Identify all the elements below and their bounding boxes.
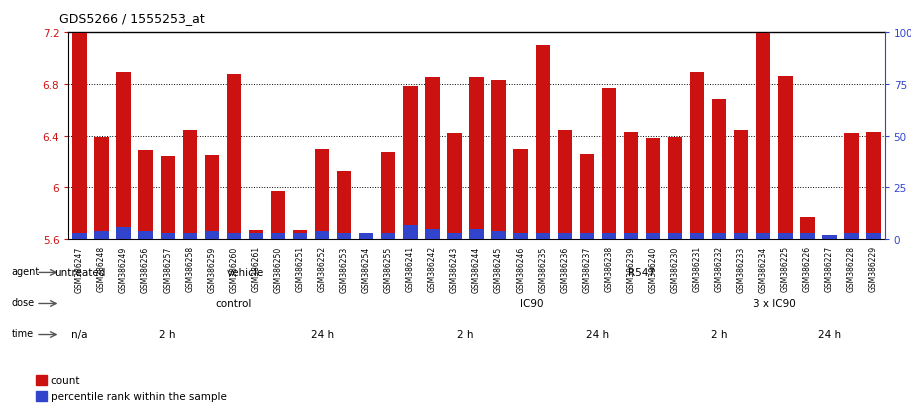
Bar bbox=[513, 233, 527, 240]
Text: 2 h: 2 h bbox=[711, 329, 727, 339]
Bar bbox=[491, 231, 506, 240]
Text: 24 h: 24 h bbox=[586, 329, 609, 339]
Bar bbox=[204, 156, 219, 240]
Bar bbox=[535, 233, 549, 240]
Bar bbox=[645, 233, 660, 240]
Bar bbox=[94, 231, 108, 240]
Bar bbox=[822, 235, 835, 240]
Text: n/a: n/a bbox=[71, 329, 87, 339]
Bar bbox=[755, 34, 770, 240]
Text: control: control bbox=[215, 298, 251, 308]
Bar bbox=[271, 233, 285, 240]
Bar bbox=[579, 233, 593, 240]
Bar bbox=[667, 233, 681, 240]
Bar bbox=[513, 149, 527, 240]
Text: time: time bbox=[12, 328, 34, 339]
Bar bbox=[292, 230, 307, 240]
Bar bbox=[182, 233, 197, 240]
Bar bbox=[623, 133, 638, 240]
Bar bbox=[72, 34, 87, 240]
Bar bbox=[94, 138, 108, 240]
Bar bbox=[425, 229, 439, 240]
Bar bbox=[777, 233, 792, 240]
Bar bbox=[227, 74, 241, 240]
Text: 2 h: 2 h bbox=[159, 329, 176, 339]
Bar bbox=[160, 157, 175, 240]
Bar bbox=[601, 88, 615, 240]
Bar bbox=[601, 233, 615, 240]
Bar bbox=[446, 134, 461, 240]
Bar bbox=[138, 150, 153, 240]
Bar bbox=[249, 233, 262, 240]
Bar bbox=[249, 230, 262, 240]
Bar bbox=[844, 233, 858, 240]
Bar bbox=[117, 227, 130, 240]
Bar bbox=[557, 233, 571, 240]
Bar bbox=[844, 134, 858, 240]
Bar bbox=[491, 81, 506, 240]
Text: R547: R547 bbox=[628, 267, 655, 277]
Text: untreated: untreated bbox=[54, 267, 105, 277]
Text: IC90: IC90 bbox=[519, 298, 543, 308]
Bar bbox=[733, 131, 748, 240]
Bar bbox=[117, 73, 130, 240]
Bar bbox=[403, 225, 417, 240]
Bar bbox=[314, 231, 329, 240]
Bar bbox=[469, 229, 483, 240]
Bar bbox=[667, 138, 681, 240]
Bar bbox=[822, 236, 835, 240]
Bar bbox=[36, 392, 46, 401]
Bar bbox=[337, 233, 351, 240]
Bar bbox=[337, 171, 351, 240]
Text: 24 h: 24 h bbox=[817, 329, 840, 339]
Bar bbox=[777, 77, 792, 240]
Bar bbox=[799, 218, 814, 240]
Text: 24 h: 24 h bbox=[310, 329, 333, 339]
Bar bbox=[227, 233, 241, 240]
Bar bbox=[381, 153, 395, 240]
Bar bbox=[292, 233, 307, 240]
Bar bbox=[469, 78, 483, 240]
Bar bbox=[271, 192, 285, 240]
Bar bbox=[359, 233, 373, 240]
Bar bbox=[865, 133, 880, 240]
Bar bbox=[711, 100, 725, 240]
Bar bbox=[865, 233, 880, 240]
Bar bbox=[645, 139, 660, 240]
Bar bbox=[403, 87, 417, 240]
Text: GDS5266 / 1555253_at: GDS5266 / 1555253_at bbox=[59, 12, 205, 25]
Bar bbox=[425, 78, 439, 240]
Bar bbox=[557, 131, 571, 240]
Text: dose: dose bbox=[12, 297, 35, 308]
Text: percentile rank within the sample: percentile rank within the sample bbox=[51, 392, 227, 401]
Bar bbox=[579, 154, 593, 240]
Bar bbox=[381, 233, 395, 240]
Bar bbox=[359, 240, 373, 243]
Bar bbox=[160, 233, 175, 240]
Bar bbox=[446, 233, 461, 240]
Text: vehicle: vehicle bbox=[226, 267, 263, 277]
Bar bbox=[755, 233, 770, 240]
Text: 2 h: 2 h bbox=[456, 329, 473, 339]
Bar bbox=[182, 131, 197, 240]
Text: agent: agent bbox=[12, 266, 40, 277]
Bar bbox=[623, 233, 638, 240]
Bar bbox=[138, 231, 153, 240]
Bar bbox=[690, 73, 703, 240]
Bar bbox=[535, 46, 549, 240]
Bar bbox=[711, 233, 725, 240]
Bar bbox=[204, 231, 219, 240]
Bar bbox=[36, 375, 46, 385]
Bar bbox=[799, 233, 814, 240]
Text: 3 x IC90: 3 x IC90 bbox=[752, 298, 794, 308]
Bar bbox=[690, 233, 703, 240]
Bar bbox=[733, 233, 748, 240]
Bar bbox=[314, 149, 329, 240]
Text: count: count bbox=[51, 375, 80, 385]
Bar bbox=[72, 233, 87, 240]
